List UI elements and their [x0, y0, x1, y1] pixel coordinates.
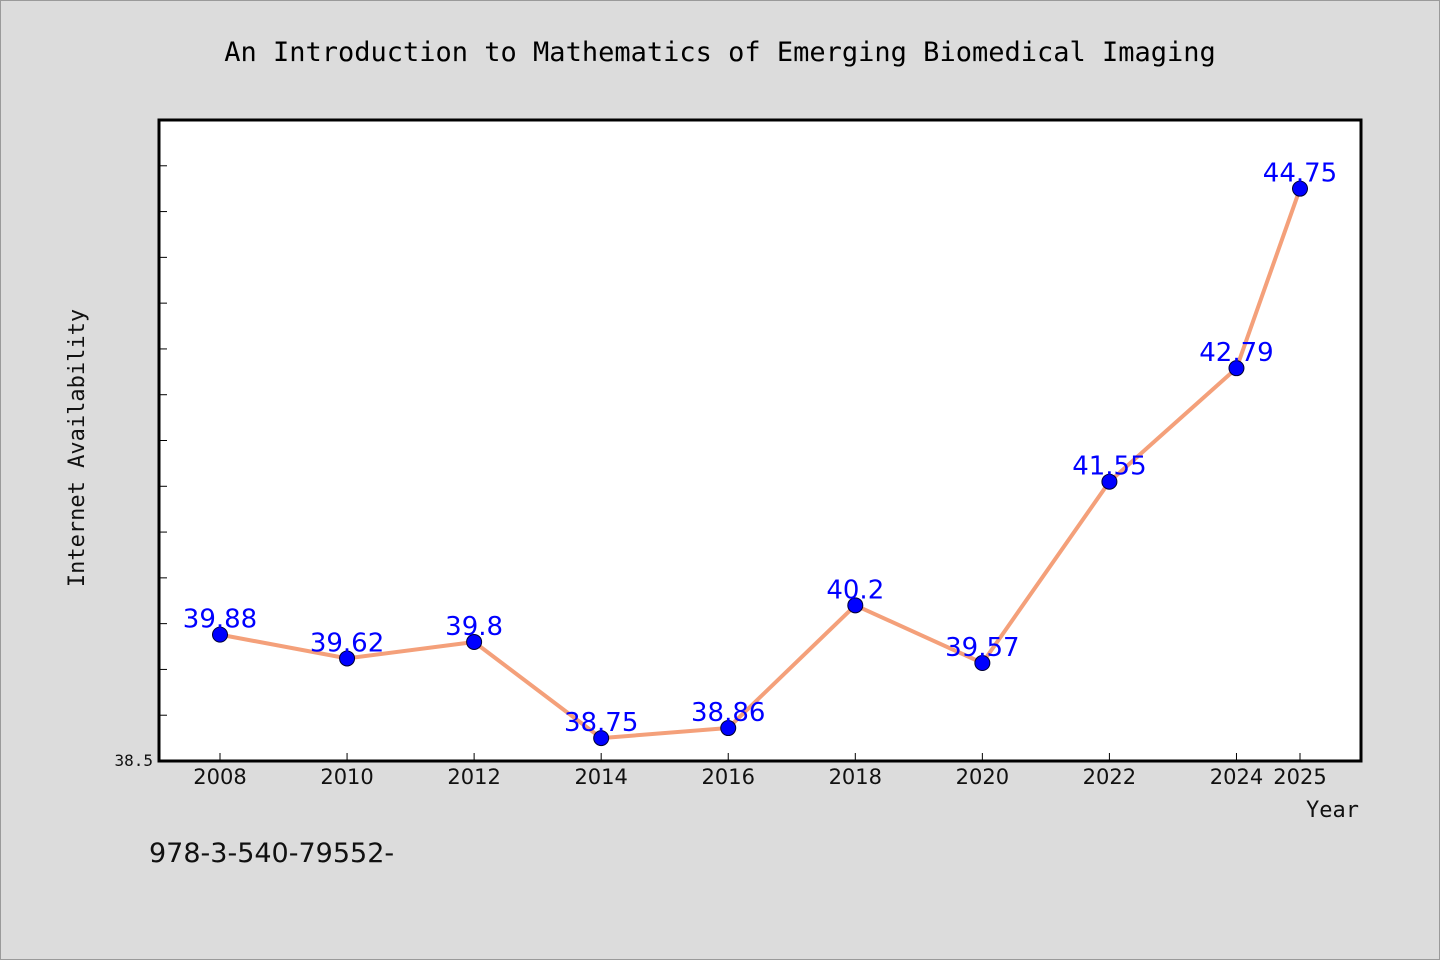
x-axis-label: Year: [1306, 798, 1359, 823]
x-tick-label: 2022: [1083, 765, 1136, 789]
data-label: 39.8: [445, 612, 503, 642]
data-label: 38.86: [691, 698, 765, 728]
y-axis-label: Internet Availability: [65, 309, 90, 587]
plot-area: [157, 118, 1363, 763]
x-tick-label: 2010: [320, 765, 373, 789]
x-tick-label: 2024: [1210, 765, 1263, 789]
data-point: [974, 655, 991, 672]
data-point: [847, 597, 864, 614]
data-point: [339, 650, 356, 667]
data-point: [466, 633, 483, 650]
x-tick-label: 2020: [956, 765, 1009, 789]
data-point: [1228, 360, 1245, 377]
x-tick-label: 2025: [1273, 765, 1326, 789]
y-axis-ticks: [159, 119, 167, 762]
x-tick-label: 2012: [447, 765, 500, 789]
data-label: 39.57: [945, 633, 1019, 663]
footnote-text: 978-3-540-79552-: [149, 838, 394, 869]
x-axis-ticks: 2008 2010 2012 2014 2016 2018 2020 2022 2024 2025: [193, 753, 1327, 789]
data-label: 40.2: [826, 575, 884, 605]
data-label: 38.75: [564, 708, 638, 738]
series-group: 39.88 39.62 39.8 38.75 38.86 40.2 39.57 41.55 42…: [183, 159, 1337, 747]
series-line: [219, 188, 1302, 741]
x-tick-label: 2018: [829, 765, 882, 789]
x-tick-label: 2016: [702, 765, 755, 789]
x-tick-label: 2008: [193, 765, 246, 789]
data-label: 44.75: [1263, 159, 1337, 189]
data-point: [1292, 180, 1308, 197]
data-point: [1101, 473, 1118, 490]
chart-title: An Introduction to Mathematics of Emergi…: [224, 37, 1216, 68]
data-label: 39.88: [183, 605, 257, 635]
data-label: 39.62: [310, 628, 384, 658]
data-point: [593, 730, 610, 747]
data-label: 41.55: [1072, 452, 1146, 482]
data-label: 42.79: [1199, 338, 1273, 368]
y-axis-min-label: 38.5: [114, 751, 153, 770]
x-tick-label: 2014: [574, 765, 627, 789]
data-point: [212, 626, 228, 643]
data-point: [720, 720, 737, 737]
